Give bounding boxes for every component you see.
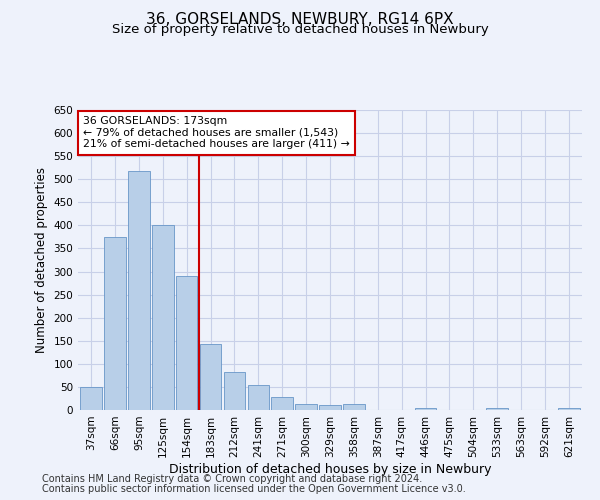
Bar [415, 408, 436, 410]
Bar [224, 372, 245, 410]
Bar [558, 408, 580, 410]
Text: Size of property relative to detached houses in Newbury: Size of property relative to detached ho… [112, 24, 488, 36]
Bar [200, 344, 221, 410]
Text: 36, GORSELANDS, NEWBURY, RG14 6PX: 36, GORSELANDS, NEWBURY, RG14 6PX [146, 12, 454, 28]
Bar [248, 384, 269, 410]
Bar [104, 237, 126, 410]
Bar [176, 276, 197, 410]
Bar [128, 171, 149, 410]
Bar [152, 225, 173, 410]
X-axis label: Distribution of detached houses by size in Newbury: Distribution of detached houses by size … [169, 462, 491, 475]
Text: Contains public sector information licensed under the Open Government Licence v3: Contains public sector information licen… [42, 484, 466, 494]
Bar [295, 404, 317, 410]
Text: 36 GORSELANDS: 173sqm
← 79% of detached houses are smaller (1,543)
21% of semi-d: 36 GORSELANDS: 173sqm ← 79% of detached … [83, 116, 350, 149]
Text: Contains HM Land Registry data © Crown copyright and database right 2024.: Contains HM Land Registry data © Crown c… [42, 474, 422, 484]
Bar [343, 404, 365, 410]
Bar [319, 406, 341, 410]
Bar [271, 396, 293, 410]
Bar [80, 387, 102, 410]
Y-axis label: Number of detached properties: Number of detached properties [35, 167, 48, 353]
Bar [487, 408, 508, 410]
